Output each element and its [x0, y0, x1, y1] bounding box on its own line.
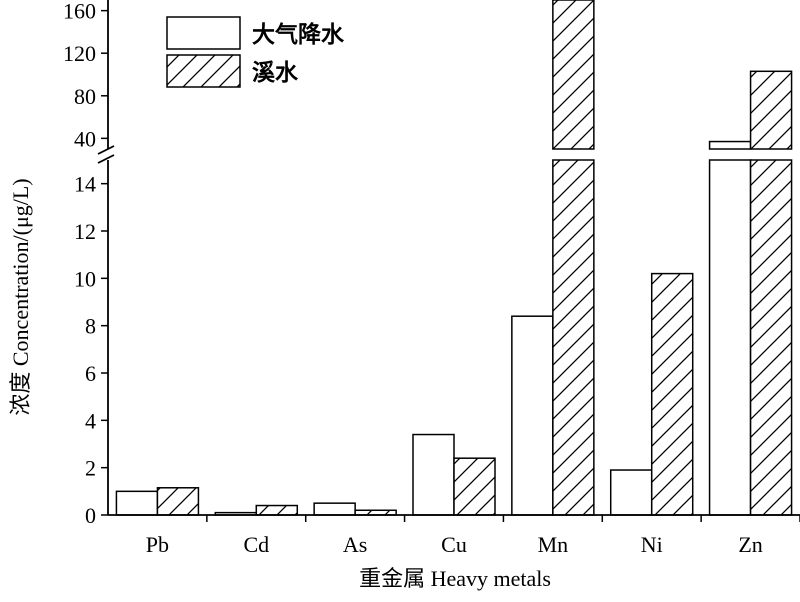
x-tick-label-pb: Pb — [146, 532, 169, 557]
legend-label-series-2: 溪水 — [252, 60, 299, 86]
y-tick-label-0: 0 — [85, 503, 96, 528]
x-tick-label-ni: Ni — [641, 532, 663, 557]
x-tick-label-zn: Zn — [738, 532, 762, 557]
legend-label-series-1: 大气降水 — [252, 21, 345, 48]
x-tick-label-as: As — [343, 532, 367, 557]
axes — [97, 0, 800, 522]
y-tick-label-160: 160 — [63, 0, 96, 24]
axis-break-mark — [97, 154, 115, 164]
bar-mn-series-2-upper — [552, 0, 595, 150]
x-axis-title: 重金属 Heavy metals — [359, 566, 551, 591]
legend: 大气降水 溪水 — [166, 16, 345, 88]
bar-zn-series-2-lower — [749, 159, 793, 516]
y-tick-label-4: 4 — [85, 408, 96, 433]
y-tick-label-120: 120 — [63, 41, 96, 66]
bar-ni-series-1 — [609, 469, 653, 516]
legend-swatch-series-2 — [166, 54, 241, 88]
axis-break-mark — [97, 145, 115, 155]
x-tick-label-cd: Cd — [243, 532, 269, 557]
y-axis-title: 浓度 Concentration/(μg/L) — [8, 178, 33, 415]
y-tick-label-14: 14 — [74, 172, 96, 197]
bar-zn-series-2-upper — [749, 70, 793, 150]
bar-mn-series-2-lower — [552, 159, 595, 516]
bar-as-series-1 — [313, 502, 356, 516]
y-tick-label-2: 2 — [85, 456, 96, 481]
x-tick-label-cu: Cu — [441, 532, 467, 557]
bars-layer — [115, 0, 793, 516]
labels: Pb Cd As Cu Mn Ni Zn 0 2 4 6 8 10 12 14 40 80 120 160 — [63, 0, 763, 557]
bar-pb-series-1 — [115, 490, 159, 516]
bar-zn-series-1-upper — [708, 140, 752, 150]
legend-swatch-series-1 — [166, 16, 241, 50]
bar-zn-series-1-lower — [708, 159, 752, 516]
bar-cu-series-2 — [453, 457, 496, 516]
y-tick-label-40: 40 — [74, 126, 96, 151]
x-tick-label-mn: Mn — [538, 532, 569, 557]
bar-cu-series-1 — [412, 433, 455, 516]
y-tick-label-80: 80 — [74, 84, 96, 109]
y-tick-label-6: 6 — [85, 361, 96, 386]
y-tick-label-8: 8 — [85, 314, 96, 339]
bar-pb-series-2 — [156, 487, 200, 516]
bar-mn-series-1 — [511, 315, 554, 516]
y-tick-label-10: 10 — [74, 266, 96, 291]
y-tick-label-12: 12 — [74, 219, 96, 244]
bar-ni-series-2 — [650, 272, 694, 516]
bar-cd-series-2 — [255, 504, 299, 516]
